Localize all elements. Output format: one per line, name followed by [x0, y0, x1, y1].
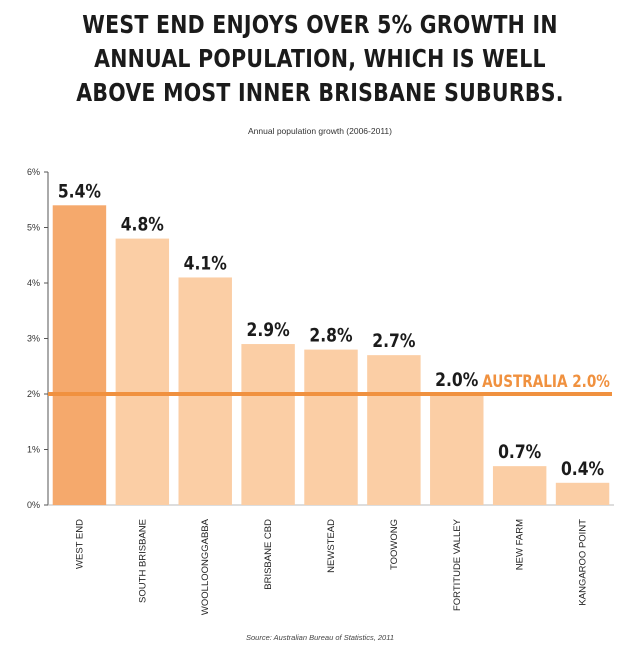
bar-newstead	[304, 349, 358, 505]
y-tick-label: 4%	[27, 278, 40, 288]
x-axis-labels: WEST END SOUTH BRISBANE WOOLLOONGGABBA BRIS…	[74, 518, 588, 615]
value-label-new-farm: 0.7%	[498, 442, 541, 464]
y-tick-label: 2%	[27, 389, 40, 399]
x-tick-label-woolloonggabba: WOOLLOONGGABBA	[200, 518, 211, 615]
source-note: Source: Australian Bureau of Statistics,…	[246, 633, 394, 642]
x-tick-label-toowong: TOOWONG	[389, 519, 400, 570]
x-tick-label-newstead: NEWSTEAD	[326, 519, 337, 573]
bar-brisbane-cbd	[241, 344, 295, 505]
bar-new-farm	[492, 466, 547, 505]
value-label-toowong: 2.7%	[372, 331, 415, 353]
y-tick-label: 0%	[27, 500, 40, 510]
reference-line-label: AUSTRALIA 2.0%	[482, 372, 610, 392]
y-tick-label: 5%	[27, 223, 40, 233]
bars-group	[52, 205, 610, 506]
bar-kangaroo-point	[555, 482, 610, 505]
y-tick-label: 1%	[27, 445, 40, 455]
chart-title: WEST END ENJOYS OVER 5% GROWTH IN ANNUAL…	[76, 10, 564, 107]
y-tick-label: 6%	[27, 167, 40, 177]
bar-woolloonggabba	[178, 277, 232, 505]
value-label-woolloonggabba: 4.1%	[184, 253, 227, 275]
value-labels-group: 5.4% 4.8% 4.1% 2.9% 2.8% 2.7% 2.0% 0.7% 0.4%	[58, 181, 604, 480]
x-tick-label-west-end: WEST END	[74, 519, 85, 569]
value-label-brisbane-cbd: 2.9%	[247, 320, 290, 342]
x-tick-label-brisbane-cbd: BRISBANE CBD	[263, 519, 274, 590]
bar-toowong	[367, 355, 421, 505]
x-tick-label-kangaroo-point: KANGAROO POINT	[578, 519, 589, 606]
value-label-west-end: 5.4%	[58, 181, 101, 203]
x-tick-label-new-farm: NEW FARM	[515, 519, 526, 570]
x-tick-label-fortitude-valley: FORTITUDE VALLEY	[452, 518, 463, 611]
chart-subtitle: Annual population growth (2006-2011)	[248, 126, 392, 136]
bar-fortitude-valley	[430, 394, 484, 505]
x-tick-label-south-brisbane: SOUTH BRISBANE	[137, 519, 148, 603]
y-tick-label: 3%	[27, 334, 40, 344]
bar-south-brisbane	[115, 238, 170, 505]
value-label-fortitude-valley: 2.0%	[435, 370, 478, 392]
bar-west-end	[52, 205, 107, 506]
reference-line-group: AUSTRALIA 2.0%	[48, 372, 612, 396]
value-label-kangaroo-point: 0.4%	[561, 458, 604, 480]
value-label-newstead: 2.8%	[309, 325, 352, 347]
value-label-south-brisbane: 4.8%	[121, 214, 164, 236]
